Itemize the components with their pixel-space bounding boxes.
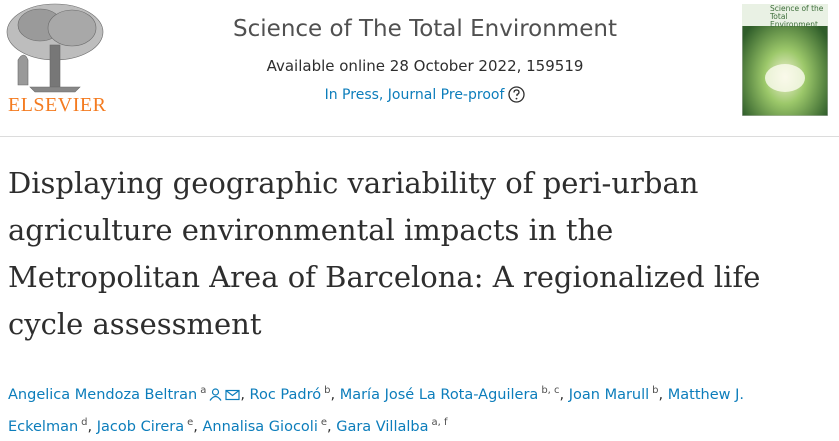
email-icon[interactable] (225, 389, 240, 401)
author: Roc Padró b (249, 385, 340, 403)
author: Annalisa Giocoli e (202, 416, 337, 435)
article-title: Displaying geographic variability of per… (8, 166, 761, 341)
author: Angelica Mendoza Beltran a (8, 385, 250, 403)
journal-cover[interactable]: Science of the Total Environment (742, 4, 828, 116)
availability: Available online 28 October 2022, 159519 (266, 57, 584, 75)
author-name[interactable]: Matthew J. Eckelman (8, 386, 744, 435)
cover-title: Science of the Total Environment (770, 5, 824, 27)
author-name[interactable]: María José La Rota-Aguilera (339, 386, 539, 403)
author-name[interactable]: Angelica Mendoza Beltran (8, 386, 198, 403)
journal-title[interactable]: Science of The Total Environment (233, 16, 617, 42)
publisher-logo (6, 3, 104, 93)
author: Jacob Cirera e (96, 416, 203, 435)
author: Gara Villalba a, f (336, 416, 448, 435)
affiliation[interactable]: e (187, 416, 194, 428)
author-name[interactable]: Jacob Cirera (96, 418, 185, 435)
publisher: ELSEVIER (8, 94, 107, 116)
author-name[interactable]: Gara Villalba (336, 418, 429, 435)
author-name[interactable]: Roc Padró (249, 386, 322, 403)
author: María José La Rota-Aguilera b, c (339, 385, 569, 403)
person-icon[interactable] (209, 388, 222, 401)
affiliation[interactable]: b (652, 385, 659, 396)
divider (0, 136, 839, 137)
help-icon[interactable] (508, 86, 526, 103)
affiliation[interactable]: a (200, 385, 207, 396)
author-name[interactable]: Annalisa Giocoli (202, 418, 318, 435)
status[interactable]: In Press, Journal Pre-proof (150, 86, 700, 103)
affiliation[interactable]: d (81, 416, 88, 428)
author: Joan Marull b (568, 385, 668, 403)
author-name[interactable]: Joan Marull (568, 386, 650, 403)
affiliation[interactable]: b, c (541, 385, 560, 396)
affiliation[interactable]: b (324, 385, 331, 396)
status-text[interactable]: In Press, Journal Pre-proof (324, 87, 505, 103)
contact-icons[interactable] (206, 387, 240, 403)
affiliation[interactable]: a, f (431, 416, 448, 428)
affiliation[interactable]: e (320, 416, 327, 428)
